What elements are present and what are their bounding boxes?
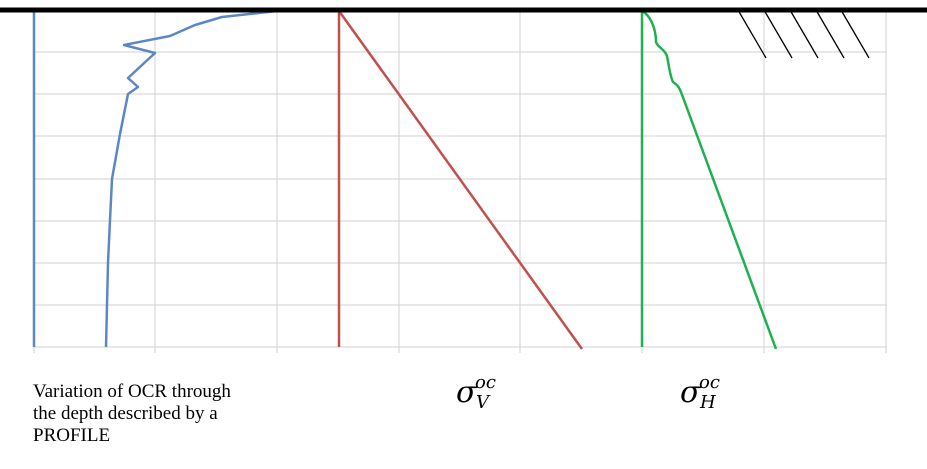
sigma-h-symbol: σ: [680, 375, 701, 410]
sigma-h-subscript: H: [700, 392, 716, 413]
hatch-stroke: [737, 9, 767, 59]
hatch-stroke: [815, 9, 845, 59]
hatch-stroke: [763, 9, 793, 59]
sigma-h-superscript: oc: [699, 372, 720, 393]
sigma-h-curve: [641, 9, 778, 350]
sigma-h-label: σ oc H: [680, 374, 720, 412]
ocr-profile-caption: Variation of OCR through the depth descr…: [33, 381, 231, 446]
sigma-v-symbol: σ: [456, 375, 477, 410]
sigma-v-label: σ oc V: [456, 374, 496, 412]
hatch-stroke: [840, 9, 870, 59]
sigma-v-line: [337, 10, 584, 350]
ocr-profile: [32, 9, 278, 348]
sigma-h-profile: [640, 9, 778, 350]
soil-hatching-icon: [737, 9, 870, 59]
sigma-v-profile: [337, 10, 584, 350]
sigma-v-superscript: oc: [475, 372, 496, 393]
ocr-profile-curve: [104, 9, 278, 348]
sigma-v-subscript: V: [476, 392, 489, 413]
hatch-stroke: [789, 9, 819, 59]
